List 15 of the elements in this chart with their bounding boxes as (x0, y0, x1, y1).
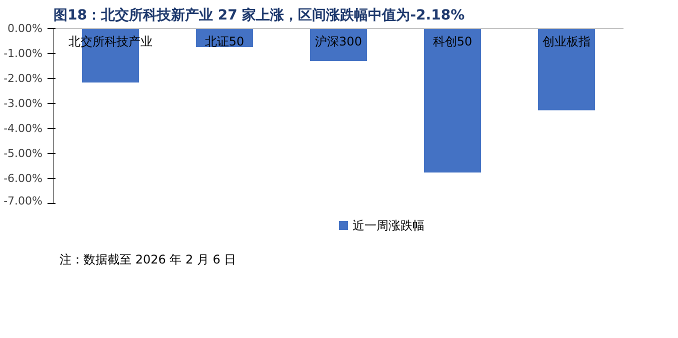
y-tick-label: -3.00% (4, 97, 43, 110)
x-tick-label: 创业板指 (542, 34, 590, 48)
y-tick-label: 0.00% (8, 22, 43, 35)
y-tick-label: -6.00% (4, 172, 43, 185)
chart-title: 图18：北交所科技新产业 27 家上涨，区间涨跌幅中值为-2.18% (54, 6, 465, 24)
x-tick-label: 科创50 (432, 34, 472, 48)
y-tick-label: -1.00% (4, 47, 43, 60)
x-tick-label: 北证50 (204, 34, 244, 48)
y-tick-label: -4.00% (4, 122, 43, 135)
legend-label: 近一周涨跌幅 (352, 218, 424, 232)
text: 注：数据截至 2026 年 2 月 6 日 (60, 252, 236, 266)
y-tick-label: -5.00% (4, 147, 43, 160)
y-tick-label: -7.00% (4, 194, 43, 208)
x-tick-label: 沪深300 (315, 34, 362, 48)
y-tick-label: -2.00% (4, 72, 43, 85)
